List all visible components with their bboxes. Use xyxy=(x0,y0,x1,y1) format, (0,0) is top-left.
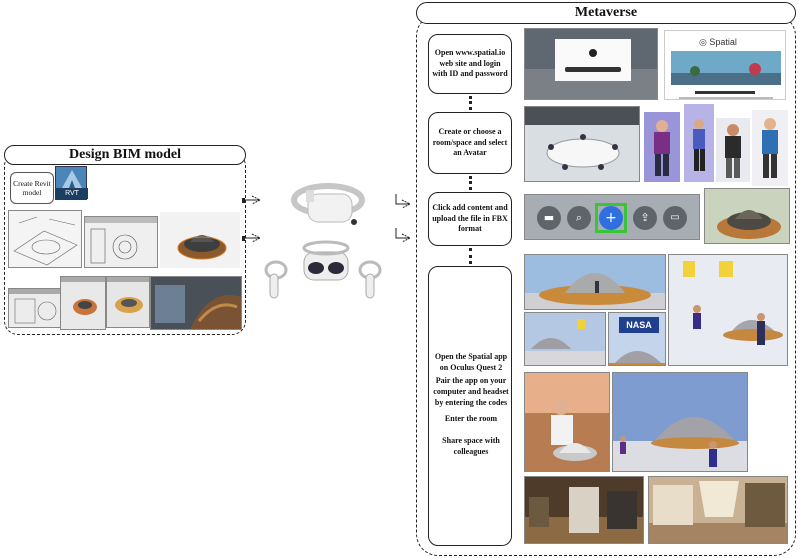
step-connector-1 xyxy=(469,96,472,110)
step-connector-2 xyxy=(469,176,472,190)
vr-room-view-1 xyxy=(524,254,666,310)
bim-drawing-image-5 xyxy=(106,276,150,328)
vr-headset-image xyxy=(291,183,365,225)
vr-room-view-2 xyxy=(668,254,788,366)
oculus-instruction-2: Pair the app on your computer and headse… xyxy=(433,376,509,407)
rvt-file-icon: RVT xyxy=(55,166,88,200)
bim-drawing-image-4 xyxy=(60,276,106,330)
step-create-room-text: Create or choose a room/space and select… xyxy=(432,127,508,158)
fbx-model-preview xyxy=(704,188,790,244)
search-icon[interactable]: ⌕ xyxy=(567,206,591,230)
vr-avatar-closeup xyxy=(524,372,610,472)
bim-render-image-1 xyxy=(160,212,240,268)
avatar-image-4 xyxy=(752,110,788,186)
plus-icon-highlight xyxy=(595,203,627,233)
spatial-login-screenshot xyxy=(524,28,658,100)
step-create-room: Create or choose a room/space and select… xyxy=(428,112,512,174)
create-revit-label: Create Revit model xyxy=(10,172,54,204)
bim-drawing-image-3 xyxy=(8,288,62,328)
interior-render-1 xyxy=(524,476,644,544)
avatar-image-3 xyxy=(716,118,750,182)
oculus-instruction-3: Enter the room xyxy=(444,414,498,423)
room-avatar-screenshot xyxy=(524,106,640,182)
screen-icon[interactable]: ▭ xyxy=(663,206,687,230)
avatar-image-2 xyxy=(684,104,714,182)
add-content-toolbar: ▬ ⌕ + ⇪ ▭ xyxy=(524,194,700,240)
vr-room-view-nasa: NASA xyxy=(608,312,666,366)
bim-panel-title: Design BIM model xyxy=(4,145,246,165)
vr-room-view-4 xyxy=(612,372,748,472)
oculus-instruction-4: Share space with colleagues xyxy=(442,436,500,456)
bim-render-image-2 xyxy=(150,276,242,330)
spatial-logo-text: Spatial xyxy=(709,37,737,47)
step-upload-fbx: Click add content and upload the file in… xyxy=(428,192,512,246)
vr-room-view-3 xyxy=(524,312,606,366)
folder-icon[interactable]: ▬ xyxy=(537,206,561,230)
rvt-file-label: RVT xyxy=(56,188,88,199)
interior-render-2 xyxy=(648,476,788,544)
step-connector-3 xyxy=(469,248,472,264)
spatial-logo: ◎ Spatial xyxy=(699,37,737,48)
nasa-sign: NASA xyxy=(619,317,659,333)
spatial-logo-icon: ◎ xyxy=(699,37,710,47)
step-upload-fbx-text: Click add content and upload the file in… xyxy=(432,203,508,234)
step-open-website-text: Open www.spatial.io web site and login w… xyxy=(432,48,508,79)
vr-controllers-image xyxy=(264,240,382,299)
metaverse-panel-title: Metaverse xyxy=(416,2,796,24)
step-open-website: Open www.spatial.io web site and login w… xyxy=(428,34,512,94)
step-oculus-instructions: Open the Spatial app on Oculus Quest 2 P… xyxy=(428,266,512,546)
plus-icon[interactable]: + xyxy=(599,206,623,230)
avatar-image-1 xyxy=(644,112,680,182)
spatial-homepage-screenshot: ◎ Spatial xyxy=(664,30,786,100)
bim-drawing-image-1 xyxy=(8,210,82,268)
upload-icon[interactable]: ⇪ xyxy=(633,206,657,230)
bim-drawing-image-2 xyxy=(84,216,158,268)
oculus-instruction-1: Open the Spatial app on Oculus Quest 2 xyxy=(434,352,508,372)
